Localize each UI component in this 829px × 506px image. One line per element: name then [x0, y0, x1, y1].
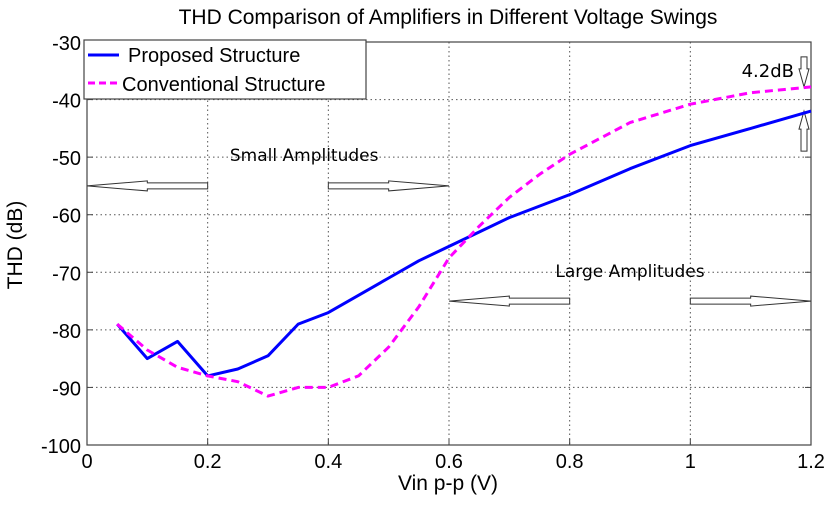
y-tick-label: -30 — [52, 33, 81, 55]
series-line-conventional — [116, 85, 812, 398]
gap-down-arrow — [798, 56, 810, 89]
x-axis-label: Vin p-p (V) — [398, 472, 498, 495]
y-tick-label: -50 — [52, 148, 81, 170]
large-amplitudes-label: Large Amplitudes — [555, 262, 704, 282]
y-tick-label: -70 — [52, 263, 81, 285]
x-tick-label: 0.4 — [314, 451, 342, 473]
series-lines — [116, 85, 812, 398]
legend[interactable]: Proposed Structure Conventional Structur… — [83, 39, 367, 100]
y-tick-label: -60 — [52, 206, 81, 228]
legend-label-proposed: Proposed Structure — [128, 45, 300, 67]
legend-box — [83, 39, 367, 100]
legend-label-conventional: Conventional Structure — [122, 74, 325, 96]
x-tick-label: 0.6 — [435, 451, 463, 473]
x-axis: 0 0.2 0.4 0.6 0.8 1 1.2 — [81, 439, 825, 473]
y-tick-label: -80 — [52, 321, 81, 343]
small-amplitudes-label: Small Amplitudes — [230, 146, 379, 166]
x-tick-label: 1 — [685, 451, 696, 473]
y-tick-label: -90 — [52, 378, 81, 400]
x-tick-label: 0 — [81, 451, 92, 473]
large-amplitudes-left-arrow — [448, 295, 571, 307]
large-amplitudes-right-arrow — [689, 295, 812, 307]
chart-title: THD Comparison of Amplifiers in Differen… — [179, 6, 718, 29]
y-tick-label: -100 — [41, 436, 81, 458]
gap-up-arrow — [798, 109, 810, 152]
small-amplitudes-right-arrow — [327, 180, 450, 192]
x-tick-label: 0.2 — [194, 451, 222, 473]
x-tick-label: 0.8 — [556, 451, 584, 473]
y-axis-label: THD (dB) — [4, 201, 27, 290]
gap-label: 4.2dB — [742, 61, 794, 82]
y-axis: -100 -90 -80 -70 -60 -50 -40 -30 — [41, 33, 811, 458]
x-tick-label: 1.2 — [797, 451, 825, 473]
y-tick-label: -40 — [52, 91, 81, 113]
small-amplitudes-left-arrow — [86, 180, 209, 192]
annotations: Small Amplitudes Large Amplitudes 4.2dB — [86, 56, 812, 307]
grid — [87, 42, 811, 445]
